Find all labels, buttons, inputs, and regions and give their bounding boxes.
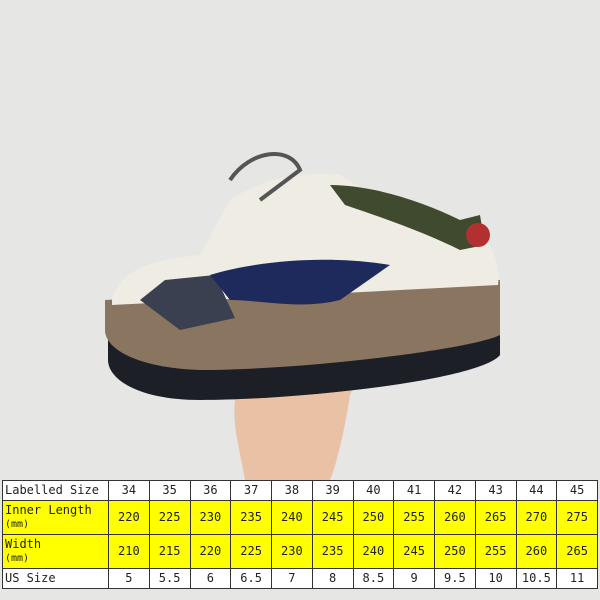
size-cell: 7 xyxy=(271,568,313,589)
size-cell: 210 xyxy=(108,534,150,569)
size-cell: 11 xyxy=(556,568,598,589)
size-cell: 230 xyxy=(271,534,313,569)
size-cell: 8.5 xyxy=(352,568,395,589)
size-cell: 34 xyxy=(108,480,150,501)
size-cell: 270 xyxy=(515,500,558,535)
row-label: Inner Length (mm) xyxy=(2,500,109,535)
row-label-text: Inner Length xyxy=(5,503,92,517)
size-cell: 44 xyxy=(515,480,558,501)
size-cell: 235 xyxy=(230,500,272,535)
size-cell: 10 xyxy=(474,568,517,589)
size-cell: 35 xyxy=(148,480,191,501)
size-cell: 39 xyxy=(311,480,354,501)
sneaker-image xyxy=(105,152,500,400)
size-cell: 235 xyxy=(311,534,354,569)
row-unit: (mm) xyxy=(5,519,30,530)
size-cell: 220 xyxy=(108,500,150,535)
row-label: Width (mm) xyxy=(2,534,109,569)
size-row: Labelled Size 34 35 36 37 38 39 40 41 42 43 44 45 xyxy=(2,480,598,501)
size-cell: 255 xyxy=(393,500,435,535)
size-cell: 245 xyxy=(311,500,354,535)
size-cell: 6.5 xyxy=(230,568,272,589)
size-row: US Size 5 5.5 6 6.5 7 8 8.5 9 9.5 10 10.5 11 xyxy=(2,568,598,589)
size-cell: 9.5 xyxy=(434,568,476,589)
row-label-text: Width xyxy=(5,537,42,551)
row-label-text: Labelled Size xyxy=(5,483,99,497)
size-row: Width (mm) 210 215 220 225 230 235 240 245 250 255 2… xyxy=(2,534,598,569)
size-cell: 38 xyxy=(271,480,313,501)
size-cell: 5 xyxy=(108,568,150,589)
size-cell: 250 xyxy=(352,500,395,535)
size-row: Inner Length (mm) 220 225 230 235 240 245 250 255… xyxy=(2,500,598,535)
row-label: Labelled Size xyxy=(2,480,109,501)
size-cell: 250 xyxy=(434,534,476,569)
size-cell: 8 xyxy=(311,568,354,589)
size-cell: 225 xyxy=(230,534,272,569)
size-cell: 255 xyxy=(474,534,517,569)
size-cell: 40 xyxy=(352,480,395,501)
size-cell: 225 xyxy=(148,500,191,535)
row-label-text: US Size xyxy=(5,571,56,585)
size-cell: 220 xyxy=(189,534,232,569)
size-cell: 37 xyxy=(230,480,272,501)
size-cell: 5.5 xyxy=(148,568,191,589)
size-cell: 245 xyxy=(393,534,435,569)
row-label: US Size xyxy=(2,568,109,589)
size-cell: 41 xyxy=(393,480,435,501)
size-cell: 240 xyxy=(352,534,395,569)
size-cell: 275 xyxy=(556,500,598,535)
size-cell: 265 xyxy=(474,500,517,535)
size-cell: 260 xyxy=(434,500,476,535)
size-cell: 43 xyxy=(474,480,517,501)
size-cell: 215 xyxy=(148,534,191,569)
size-cell: 9 xyxy=(393,568,435,589)
size-cell: 260 xyxy=(515,534,558,569)
size-cell: 45 xyxy=(556,480,598,501)
size-cell: 10.5 xyxy=(515,568,558,589)
size-cell: 42 xyxy=(434,480,476,501)
row-unit: (mm) xyxy=(5,553,30,564)
size-cell: 230 xyxy=(189,500,232,535)
size-cell: 6 xyxy=(189,568,232,589)
size-chart-table: Labelled Size 34 35 36 37 38 39 40 41 42 43 44 45 Inn… xyxy=(2,480,598,589)
size-cell: 240 xyxy=(271,500,313,535)
size-cell: 265 xyxy=(556,534,598,569)
size-cell: 36 xyxy=(189,480,232,501)
